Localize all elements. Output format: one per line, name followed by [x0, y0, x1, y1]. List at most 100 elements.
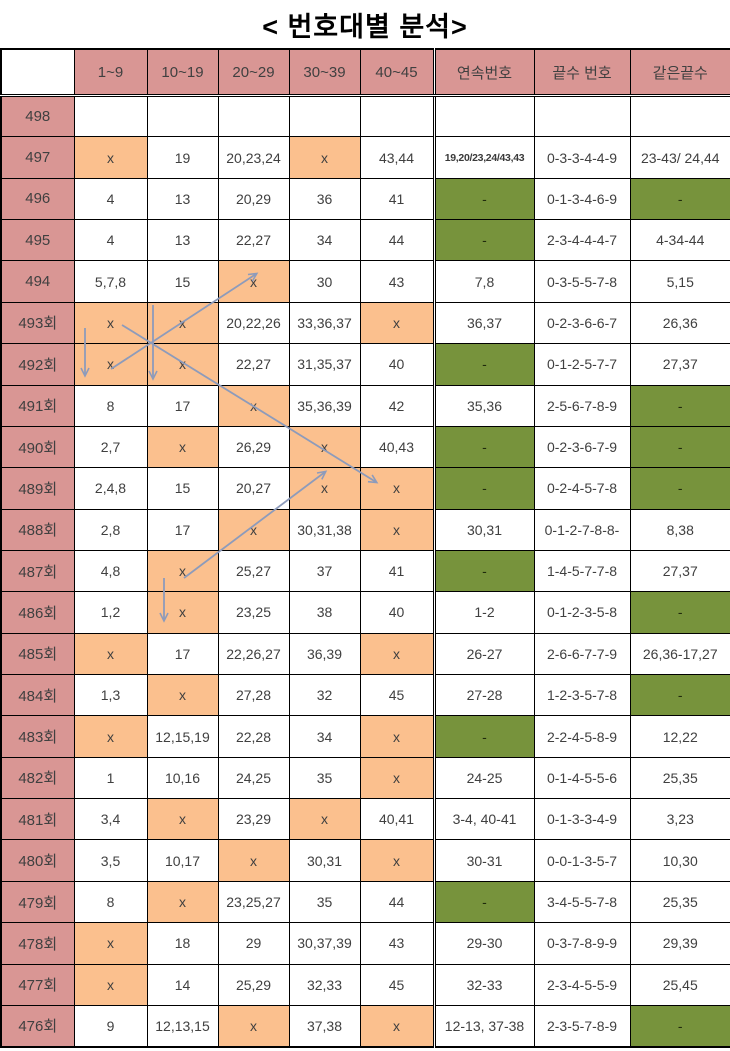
row-label: 497 [0, 136, 75, 179]
cell: x [359, 467, 435, 510]
cell: 36 [288, 177, 361, 221]
cell: 22,27 [217, 343, 290, 386]
row-label: 492회 [0, 343, 75, 386]
table-row: 479회 8 x 23,25,27 35 44-3-4-5-5-7-8 25,35 [0, 880, 730, 924]
cell: 3-4, 40-41 [432, 798, 535, 841]
cell: 8 [73, 384, 148, 427]
cell: x [146, 880, 219, 924]
cell: 40,41 [359, 798, 435, 841]
cell: 0-3-7-8-9-9 [533, 922, 631, 965]
cell [73, 94, 148, 138]
cell: 35,36,39 [288, 384, 361, 427]
cell: x [359, 1004, 435, 1048]
cell: 34 [288, 715, 361, 758]
cell: x [217, 1004, 290, 1048]
column-header: 1~9 [73, 48, 148, 97]
row-label: 496 [0, 177, 75, 221]
cell: 0-2-3-6-7-9 [533, 425, 631, 469]
cell: - [432, 549, 535, 593]
cell: 22,28 [217, 715, 290, 758]
row-label: 481회 [0, 798, 75, 841]
table-row: 492회 x x 22,27 31,35,37 40-0-1-2-5-7-7 27,37 [0, 343, 730, 386]
cell: 19,20/23,24/43,43 [432, 136, 535, 179]
cell: 44 [359, 880, 435, 924]
header-row: 1~9 10~19 20~29 30~39 40~45 연속번호 끝수 번호 같은끝수 [0, 48, 730, 97]
cell: 2-5-6-7-8-9 [533, 384, 631, 427]
cell: x [146, 591, 219, 634]
cell: 0-1-2-5-7-7 [533, 343, 631, 386]
cell: 40,43 [359, 425, 435, 469]
cell: 29 [217, 922, 290, 965]
table-row: 477회 x 14 25,29 32,33 45 32-33 2-3-4-5-5-9 25,45 [0, 963, 730, 1006]
table-body: 498 497 x 19 20,23,24 x 43,44 19,20/23,24/43,43… [0, 94, 730, 1048]
cell: 35 [288, 880, 361, 924]
column-header: 30~39 [288, 48, 361, 97]
cell [288, 94, 361, 138]
cell: 26,36-17,27 [629, 632, 730, 676]
cell: 0-2-4-5-7-8 [533, 467, 631, 510]
cell: 12,22 [629, 715, 730, 758]
cell: x [73, 922, 148, 965]
cell: 0-1-2-7-8-8- [533, 508, 631, 551]
cell: 8 [73, 880, 148, 924]
title-bar: < 번호대별 분석> [0, 0, 730, 48]
cell: - [432, 425, 535, 469]
cell: 37 [288, 549, 361, 593]
table-row: 498 [0, 94, 730, 138]
table-row: 484회 1,3 x 27,28 32 45 27-28 1-2-3-5-7-8- [0, 674, 730, 717]
cell: - [432, 880, 535, 924]
cell: 32-33 [432, 963, 535, 1006]
cell: 27,37 [629, 343, 730, 386]
row-label: 487회 [0, 549, 75, 593]
cell: 37,38 [288, 1004, 361, 1048]
cell: 30,31,38 [288, 508, 361, 551]
cell: 32,33 [288, 963, 361, 1006]
cell: 2,7 [73, 425, 148, 469]
cell: 0-2-3-6-6-7 [533, 301, 631, 345]
row-label: 488회 [0, 508, 75, 551]
cell [533, 94, 631, 138]
cell: 2,4,8 [73, 467, 148, 510]
column-header: 연속번호 [432, 48, 535, 97]
cell: 5,15 [629, 260, 730, 303]
cell: 30,37,39 [288, 922, 361, 965]
table-row: 488회 2,8 17 x 30,31,38 x 30,31 0-1-2-7-8-8- 8,38 [0, 508, 730, 551]
cell: 35 [288, 756, 361, 800]
table-row: 486회 1,2 x 23,25 38 40 1-2 0-1-2-3-5-8- [0, 591, 730, 634]
cell: 41 [359, 549, 435, 593]
cell: x [73, 343, 148, 386]
cell: 23-43/ 24,44 [629, 136, 730, 179]
row-label: 495 [0, 219, 75, 262]
row-label: 493회 [0, 301, 75, 345]
cell: 20,23,24 [217, 136, 290, 179]
cell: 43 [359, 922, 435, 965]
cell: 30,31 [288, 839, 361, 882]
cell: x [146, 301, 219, 345]
row-label: 480회 [0, 839, 75, 882]
cell: x [217, 384, 290, 427]
cell: 38 [288, 591, 361, 634]
cell: - [629, 467, 730, 510]
cell: x [146, 343, 219, 386]
cell: 43 [359, 260, 435, 303]
cell: 12-13, 37-38 [432, 1004, 535, 1048]
cell: 36,39 [288, 632, 361, 676]
cell: x [359, 508, 435, 551]
cell: 33,36,37 [288, 301, 361, 345]
cell: - [629, 384, 730, 427]
row-label: 479회 [0, 880, 75, 924]
cell: 5,7,8 [73, 260, 148, 303]
cell: x [288, 798, 361, 841]
column-header: 끝수 번호 [533, 48, 631, 97]
cell: 2-3-4-5-5-9 [533, 963, 631, 1006]
row-label: 489회 [0, 467, 75, 510]
cell: 17 [146, 508, 219, 551]
cell: 42 [359, 384, 435, 427]
cell: 22,26,27 [217, 632, 290, 676]
cell: 35,36 [432, 384, 535, 427]
table-row: 493회 x x 20,22,26 33,36,37 x 36,37 0-2-3-6-6-7 2… [0, 301, 730, 345]
cell: 26,36 [629, 301, 730, 345]
cell: x [288, 136, 361, 179]
cell: 31,35,37 [288, 343, 361, 386]
cell: 45 [359, 674, 435, 717]
